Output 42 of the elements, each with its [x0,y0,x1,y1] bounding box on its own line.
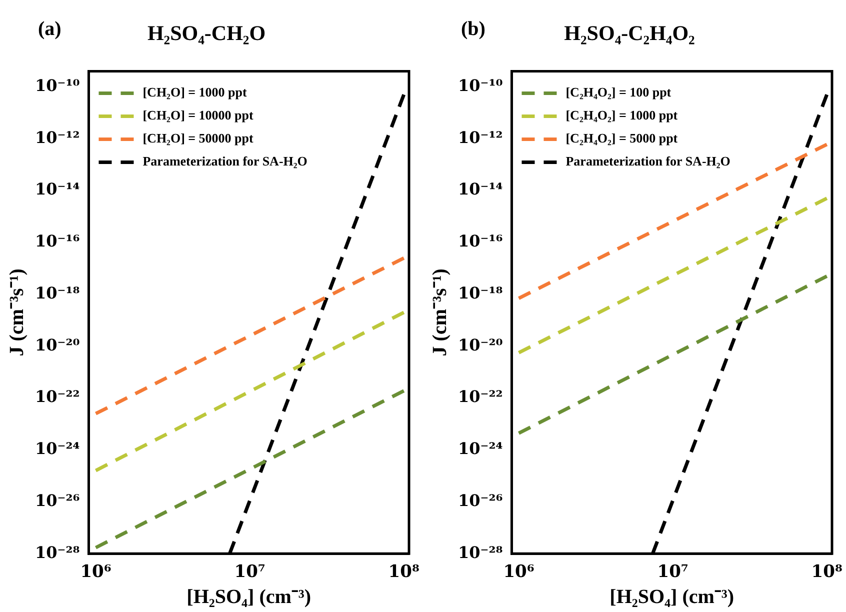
text: (a) [38,18,62,40]
y-tick-label: 10⁻²⁶ [34,490,80,510]
y-tick-label: 10⁻¹⁸ [34,283,80,302]
legend-label: [CH₂O] = 1000 ppt [142,84,248,100]
y-tick-label: 10⁻¹⁴ [458,180,503,199]
y-tick-label: 10⁻²² [34,387,80,406]
y-tick-label: 10⁻²⁴ [34,439,80,458]
x-tick-label: 10⁷ [657,562,688,582]
legend-label: Parameterization for SA-H₂O [142,154,308,169]
y-tick-label: 10⁻²⁸ [34,542,80,562]
y-tick-label: 10⁻¹² [458,128,503,147]
legend-label: [C₂H₄O₂] = 1000 ppt [566,108,678,123]
legend-label: [CH₂O] = 10000 ppt [142,108,254,123]
y-tick-label: 10⁻¹⁶ [458,232,503,251]
y-tick-label: 10⁻²⁰ [458,335,503,354]
y-tick-label: 10⁻²⁸ [458,542,503,562]
x-axis-title: [H₂SO₄] (cm⁻³) [610,586,734,608]
y-tick-label: 10⁻¹⁸ [458,283,503,302]
x-tick-label: 10⁶ [80,562,112,582]
y-tick-label: 10⁻²⁶ [458,490,503,510]
x-axis-title: [H₂SO₄] (cm⁻³) [186,586,312,608]
y-axis-title: J (cm⁻³s⁻¹) [6,268,28,356]
x-tick-label: 10⁸ [388,562,420,582]
y-tick-label: 10⁻¹⁶ [34,232,80,251]
y-tick-label: 10⁻¹² [34,128,80,147]
legend-label: [CH₂O] = 50000 ppt [142,130,254,146]
y-tick-label: 10⁻¹⁴ [34,180,80,199]
legend-label: [C₂H₄O₂] = 100 ppt [566,84,672,100]
y-tick-label: 10⁻²² [458,387,503,406]
legend-label: [C₂H₄O₂] = 5000 ppt [566,130,678,146]
y-tick-label: 10⁻²⁴ [458,439,503,458]
chart-title: H₂SO₄-C₂H₄O₂ [564,21,695,46]
chart-title: H₂SO₄-CH₂O [147,21,266,46]
y-tick-label: 10⁻²⁰ [34,335,80,354]
text: (b) [461,18,486,40]
x-tick-label: 10⁶ [503,562,534,582]
x-tick-label: 10⁷ [234,562,266,582]
y-axis-title: J (cm⁻³s⁻¹) [429,268,452,356]
legend-label: Parameterization for SA-H₂O [566,154,730,169]
x-tick-label: 10⁸ [811,562,842,582]
y-tick-label: 10⁻¹⁰ [458,76,503,95]
y-tick-label: 10⁻¹⁰ [34,76,80,95]
